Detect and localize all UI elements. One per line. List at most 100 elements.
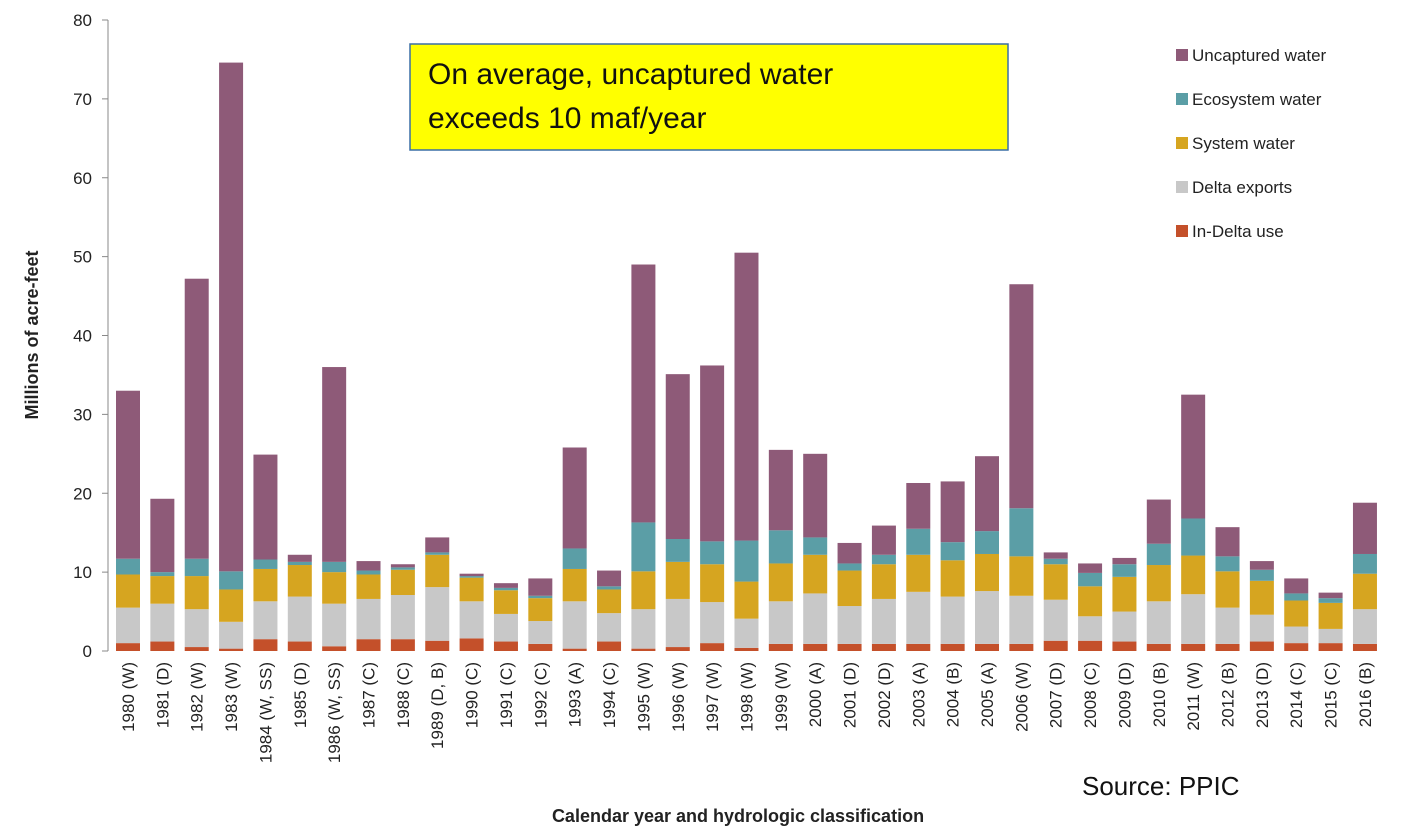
bar-segment <box>1043 552 1068 559</box>
legend-label: In-Delta use <box>1192 222 1284 241</box>
bar-segment <box>356 639 381 651</box>
y-tick-label: 10 <box>73 563 92 582</box>
bar-segment <box>322 561 347 573</box>
bar-segment <box>1112 557 1137 565</box>
bar-segment <box>1112 641 1137 651</box>
bar-segment <box>597 586 622 590</box>
bar-segment <box>1352 643 1377 651</box>
bar-segment <box>1078 616 1103 641</box>
bar-segment <box>253 568 278 602</box>
bar-segment <box>219 571 244 590</box>
bar-segment <box>390 567 415 570</box>
bar-segment <box>287 565 312 597</box>
y-tick-label: 60 <box>73 169 92 188</box>
bar-segment <box>356 561 381 571</box>
bar-segment <box>1284 593 1309 601</box>
bar-segment <box>425 552 450 555</box>
x-tick-label: 2003 (A) <box>909 662 928 727</box>
bar-segment <box>768 449 793 531</box>
bar-segment <box>734 252 759 541</box>
bar-segment <box>700 564 725 603</box>
bar-segment <box>253 639 278 651</box>
bar-segment <box>1215 556 1240 572</box>
bar-segment <box>1181 643 1206 651</box>
legend-label: Uncaptured water <box>1192 46 1327 65</box>
x-tick-label: 1990 (C) <box>463 662 482 728</box>
legend-label: Delta exports <box>1192 178 1292 197</box>
bar-segment <box>631 609 656 649</box>
bar-segment <box>287 561 312 566</box>
bar-segment <box>528 578 553 596</box>
bar-segment <box>150 498 175 573</box>
bar-segment <box>631 522 656 572</box>
bar-segment <box>906 591 931 644</box>
bar-segment <box>1009 284 1034 509</box>
x-tick-label: 1985 (D) <box>291 662 310 728</box>
x-tick-label: 2001 (D) <box>841 662 860 728</box>
bar-segment <box>116 607 140 644</box>
bar-segment <box>219 648 244 651</box>
bar-segment <box>631 648 656 651</box>
bar-segment <box>184 576 209 610</box>
bar-segment <box>665 538 690 562</box>
bar-segment <box>940 596 965 644</box>
bar-segment <box>1009 643 1034 651</box>
bar-segment <box>253 601 278 640</box>
bar-segment <box>871 525 896 555</box>
x-tick-label: 2016 (B) <box>1356 662 1375 727</box>
bar-segment <box>1181 394 1206 519</box>
legend-swatch <box>1176 225 1188 237</box>
bar-segment <box>940 542 965 561</box>
bar-segment <box>906 528 931 555</box>
bar-segment <box>1181 594 1206 644</box>
bar-segment <box>528 598 553 622</box>
bar-segment <box>219 62 244 572</box>
x-tick-label: 2010 (B) <box>1150 662 1169 727</box>
y-tick-label: 20 <box>73 484 92 503</box>
bar-segment <box>768 643 793 651</box>
bar-segment <box>287 554 312 562</box>
bar-segment <box>1078 640 1103 651</box>
bar-segment <box>425 537 450 553</box>
bar-segment <box>1009 508 1034 557</box>
bar-segment <box>562 548 587 569</box>
x-tick-label: 2007 (D) <box>1047 662 1066 728</box>
bar-segment <box>425 554 450 588</box>
bar-segment <box>459 576 484 578</box>
bar-segment <box>837 542 862 564</box>
bar-segment <box>1249 614 1274 642</box>
bar-segment <box>700 365 725 542</box>
annotation: On average, uncaptured water <box>428 58 833 91</box>
bar-segment <box>871 643 896 651</box>
x-tick-label: 2011 (W) <box>1184 662 1203 731</box>
bar-segment <box>562 601 587 649</box>
bar-segment <box>1043 564 1068 600</box>
bar-segment <box>1249 580 1274 615</box>
x-tick-label: 2013 (D) <box>1253 662 1272 728</box>
bar-segment <box>597 589 622 614</box>
bar-segment <box>219 621 244 649</box>
bar-segment <box>562 447 587 549</box>
bar-segment <box>803 593 828 644</box>
bar-segment <box>871 564 896 599</box>
bar-segment <box>184 647 209 651</box>
bar-segment <box>734 581 759 619</box>
bar-segment <box>1043 640 1068 651</box>
bar-segment <box>700 643 725 651</box>
x-tick-label: 2008 (C) <box>1081 662 1100 728</box>
x-tick-label: 1999 (W) <box>772 662 791 732</box>
bar-segment <box>1181 518 1206 556</box>
x-tick-label: 1982 (W) <box>188 662 207 732</box>
source: Source: PPIC <box>1082 771 1240 801</box>
legend-label: System water <box>1192 134 1295 153</box>
bar-segment <box>1078 572 1103 587</box>
x-tick-label: 1989 (D, B) <box>428 662 447 749</box>
bar-segment <box>1318 602 1343 629</box>
x-tick-label: 1998 (W) <box>737 662 756 732</box>
x-tick-label: 1987 (C) <box>360 662 379 728</box>
y-tick-label: 40 <box>73 327 92 346</box>
bar-segment <box>390 594 415 640</box>
bar-segment <box>253 454 278 560</box>
x-tick-label: 2015 (C) <box>1322 662 1341 728</box>
bar-segment <box>425 587 450 641</box>
